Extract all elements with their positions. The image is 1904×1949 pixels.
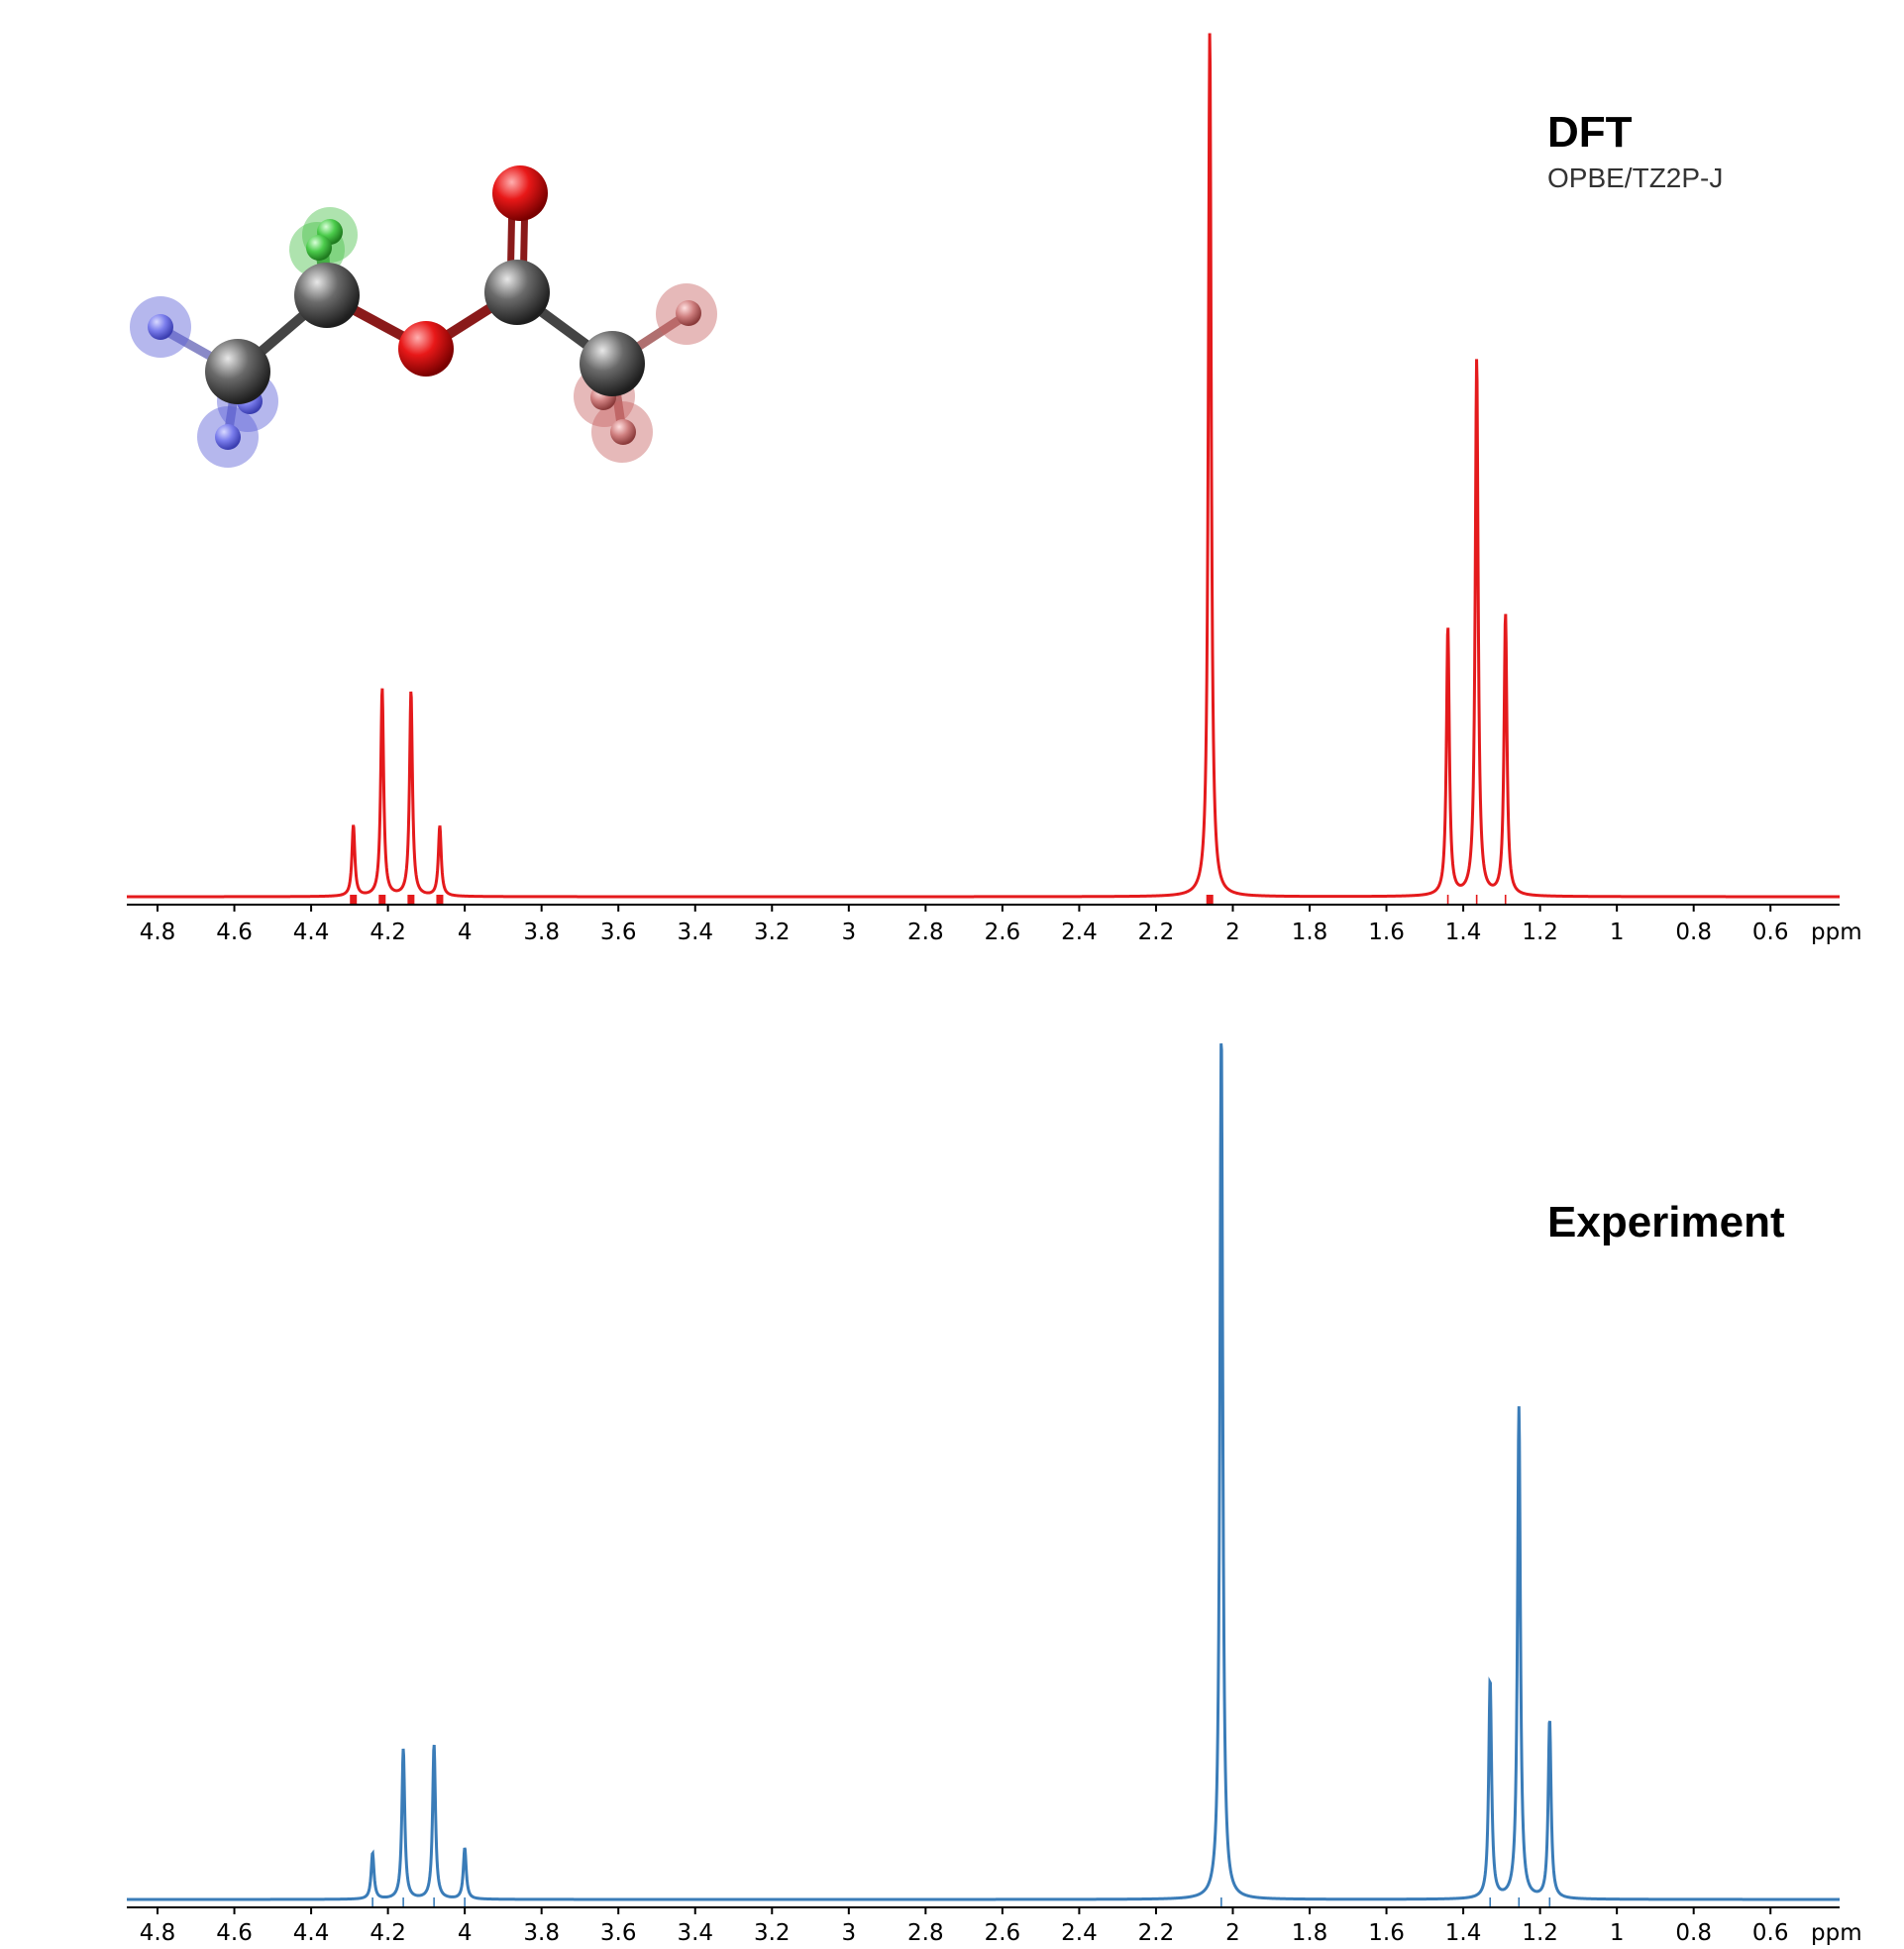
atom-carbon [484,260,550,325]
stick-marker [350,895,358,905]
x-tick-label: 1.8 [1292,1920,1328,1946]
x-tick-label: 2.2 [1138,1920,1175,1946]
stick-marker [464,1897,466,1907]
x-tick-label: 3.6 [600,1920,637,1946]
atom-carbon [294,263,360,328]
atom-hydrogen [610,419,636,445]
stick-marker [436,895,444,905]
stick-marker [1220,1897,1222,1907]
x-tick-label: 0.6 [1752,1920,1789,1946]
atom-hydrogen [148,314,173,340]
x-axis-unit-experiment: ppm [1811,1920,1862,1946]
atom-hydrogen [215,424,241,450]
x-tick-label: 3.6 [600,920,637,945]
atom-oxygen [398,321,454,377]
x-tick-label: 4.4 [293,920,330,945]
stick-marker [402,1897,404,1907]
atom-hydrogen [306,235,332,261]
x-tick-label: 1.2 [1522,920,1558,945]
x-tick-label: 2 [1225,920,1240,945]
x-tick-label: 4 [458,920,473,945]
stick-marker [407,895,415,905]
x-tick-label: 2.2 [1138,920,1175,945]
x-tick-label: 1.8 [1292,920,1328,945]
x-tick-label: 2.6 [985,920,1021,945]
heavy-atoms [205,165,645,404]
x-tick-label: 1.2 [1522,1920,1558,1946]
x-tick-label: 1.6 [1368,1920,1405,1946]
panel-title-experiment: Experiment [1547,1198,1785,1246]
x-tick-label: 1.6 [1368,920,1405,945]
stick-marker [378,895,386,905]
x-tick-label: 1 [1610,1920,1625,1946]
x-tick-label: 3.4 [677,920,713,945]
panel-experiment: Experiment 4.8 4.6 4.4 4.2 4 3.8 3.6 3.4 3.2 3 2.8… [127,1043,1862,1946]
x-tick-label: 1.4 [1445,1920,1482,1946]
spectrum-line-dft [127,33,1840,899]
panel-title-dft: DFT [1547,108,1633,157]
x-tick-label: 2.8 [907,1920,944,1946]
stick-marker [1548,1897,1551,1907]
x-ticks-experiment: 4.8 4.6 4.4 4.2 4 3.8 3.6 3.4 3.2 3 2.8 2.6 2.4 2.2 2 1… [140,1907,1789,1946]
x-tick-label: 4.6 [216,920,253,945]
x-tick-label: 4.8 [140,920,176,945]
stick-marker [1446,895,1449,905]
stick-marker [1489,1897,1492,1907]
x-tick-label: 3.2 [754,1920,791,1946]
x-axis-unit-dft: ppm [1811,920,1862,945]
x-tick-label: 3.2 [754,920,791,945]
x-tick-label: 2.4 [1061,920,1098,945]
panel-dft: DFT OPBE/TZ2P-J 4.8 4.6 4.4 4.2 4 3.8 3.6 3.4 3.… [127,33,1862,945]
x-tick-label: 2.6 [985,1920,1021,1946]
spectrum-line-experiment [127,1043,1840,1901]
x-tick-label: 1 [1610,920,1625,945]
x-tick-label: 4.4 [293,1920,330,1946]
x-tick-label: 2.8 [907,920,944,945]
stick-marker [1518,1897,1521,1907]
x-tick-label: 2 [1225,1920,1240,1946]
x-tick-label: 1.4 [1445,920,1482,945]
stick-marker [433,1897,435,1907]
stick-markers-experiment [371,1897,1551,1907]
x-tick-label: 3 [841,920,856,945]
x-tick-label: 0.8 [1675,920,1712,945]
atom-hydrogen [676,300,701,326]
stick-marker [1504,895,1507,905]
x-tick-label: 3.4 [677,1920,713,1946]
x-tick-label: 3 [841,1920,856,1946]
x-tick-label: 2.4 [1061,1920,1098,1946]
panel-subtitle-dft: OPBE/TZ2P-J [1547,162,1723,193]
x-ticks-dft: 4.8 4.6 4.4 4.2 4 3.8 3.6 3.4 3.2 3 2.8 2.6 2.4 2.2 2 1… [140,905,1789,945]
x-tick-label: 0.8 [1675,1920,1712,1946]
x-tick-label: 0.6 [1752,920,1789,945]
x-tick-label: 4.6 [216,1920,253,1946]
stick-marker [371,1897,373,1907]
stick-marker [1475,895,1478,905]
molecule-structure [130,165,717,468]
stick-markers-dft [350,895,1507,905]
x-tick-label: 3.8 [523,1920,560,1946]
atom-carbon [580,331,645,396]
x-tick-label: 3.8 [523,920,560,945]
x-tick-label: 4.8 [140,1920,176,1946]
x-tick-label: 4.2 [370,920,406,945]
x-tick-label: 4 [458,1920,473,1946]
atom-carbon [205,339,270,404]
atom-oxygen [492,165,548,221]
stick-marker [1206,895,1214,905]
x-tick-label: 4.2 [370,1920,406,1946]
